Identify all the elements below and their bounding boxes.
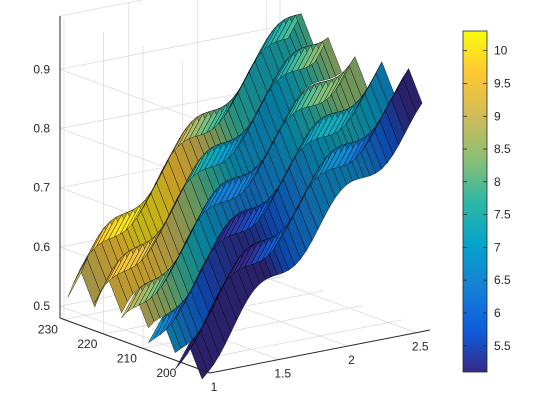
- gridline-z: [59, 68, 211, 125]
- surface-facet: [322, 37, 342, 77]
- colorbar-tick-label: 6: [494, 306, 501, 320]
- x-tick-label: 1: [211, 380, 218, 394]
- surface-ridge: [148, 61, 396, 354]
- gridline-x: [266, 277, 417, 334]
- colorbar-tick-label: 8: [494, 175, 501, 189]
- y-tick-label: 230: [38, 322, 58, 336]
- x-tick-label: 1.5: [274, 367, 291, 381]
- gridline-z: [59, 25, 281, 70]
- x-tick-label: 2: [348, 353, 355, 367]
- y-axis-line: [59, 317, 211, 374]
- y-tick-label: 200: [156, 366, 176, 380]
- y-tick-label: 220: [77, 337, 97, 351]
- surface-ridge: [94, 37, 342, 314]
- surface-facet: [402, 68, 423, 113]
- colorbar-tick-labels: 10 9.5 9 8.5 8 7.5 7 6.5 6 5.5: [463, 44, 511, 353]
- colorbar-tick-label: 8.5: [494, 142, 511, 156]
- colorbar-gradient: [462, 30, 488, 373]
- colorbar-tick-label: 9: [494, 109, 501, 123]
- surface-ridge: [121, 56, 369, 329]
- x-axis-line: [209, 329, 431, 374]
- colorbar-tick-label: 7: [494, 240, 501, 254]
- surface-ridge: [175, 68, 423, 380]
- surface-ridge: [67, 13, 316, 308]
- colorbar-tick-label: 9.5: [494, 76, 511, 90]
- axes-lines: [59, 16, 431, 374]
- z-tick-label: 0.7: [33, 181, 50, 195]
- colorbar-tick-label: 10: [494, 44, 508, 58]
- z-tick-label: 0.8: [33, 122, 50, 136]
- z-tick-label: 0.5: [33, 299, 50, 313]
- z-tick-label: 0.9: [33, 62, 50, 76]
- axes-tick-labels: 1 1.5 2 2.5 230 220 210 200 0.9 0.8 0.7 0.6 0.5: [33, 62, 429, 394]
- z-tick-label: 0.6: [33, 240, 50, 254]
- colorbar-tick-label: 7.5: [494, 208, 511, 222]
- colorbar-tick-label: 6.5: [494, 273, 511, 287]
- y-tick-label: 210: [117, 351, 137, 365]
- colorbar: 10 9.5 9 8.5 8 7.5 7 6.5 6 5.5: [462, 30, 511, 373]
- x-tick-label: 2.5: [412, 340, 429, 354]
- surface-mesh: [67, 13, 423, 380]
- gridline-edge: [59, 0, 144, 17]
- colorbar-tick-label: 5.5: [494, 339, 511, 353]
